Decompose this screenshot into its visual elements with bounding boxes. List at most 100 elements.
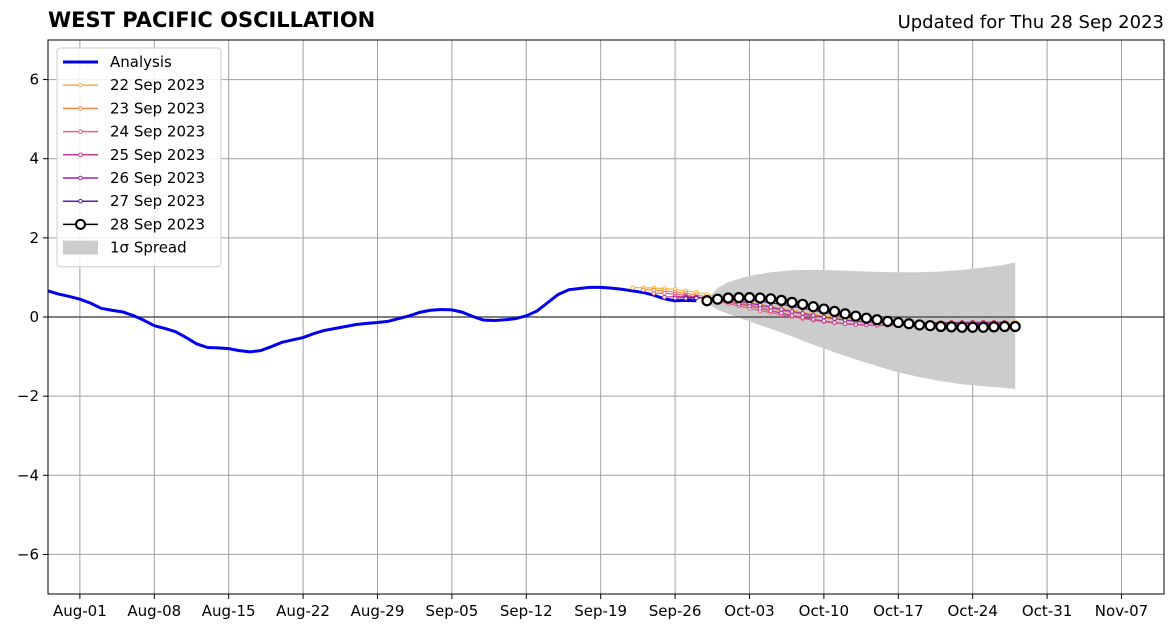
y-tick-label: 6	[29, 71, 39, 89]
forecast-point	[694, 295, 699, 301]
legend-item: 27 Sep 2023	[63, 192, 205, 210]
forecast-point	[711, 293, 724, 305]
legend-item: 22 Sep 2023	[63, 76, 205, 94]
legend: Analysis 22 Sep 2023 23 Sep 2023 24 Sep 202…	[56, 47, 222, 268]
forecast-point	[821, 314, 827, 320]
forecast-point	[640, 287, 646, 292]
legend-label: 26 Sep 2023	[110, 169, 205, 187]
x-tick-label: Aug-15	[202, 602, 256, 620]
forecast-point	[722, 292, 734, 304]
forecast-point	[935, 320, 947, 333]
x-tick-label: Nov-07	[1095, 602, 1148, 620]
x-tick-label: Aug-29	[351, 602, 405, 620]
legend-marker	[78, 82, 83, 88]
forecast-point	[779, 310, 784, 316]
x-tick-label: Sep-12	[500, 602, 553, 620]
legend-label: 23 Sep 2023	[110, 99, 205, 117]
legend-item: 25 Sep 2023	[63, 146, 205, 164]
forecast-point	[630, 285, 635, 291]
forecast-point	[683, 296, 689, 301]
legend-marker	[75, 218, 86, 230]
chart-title: WEST PACIFIC OSCILLATION	[48, 8, 376, 32]
legend-item: Analysis	[63, 53, 172, 71]
forecast-point	[1009, 320, 1021, 333]
forecast-point	[733, 292, 745, 304]
forecast-point	[832, 320, 837, 325]
forecast-point	[800, 311, 805, 316]
forecast-point	[956, 321, 968, 333]
forecast-point	[882, 315, 894, 327]
legend-box	[56, 47, 222, 268]
series-group	[47, 285, 1021, 354]
legend-item: 1σ Spread	[63, 239, 187, 257]
forecast-point	[967, 321, 979, 333]
forecast-point	[786, 296, 798, 308]
x-tick-label: Sep-19	[574, 602, 627, 620]
forecast-point	[701, 295, 713, 307]
forecast-point	[779, 307, 784, 312]
y-tick-label: −4	[17, 466, 39, 484]
forecast-point	[977, 321, 989, 333]
forecast-point	[810, 317, 816, 322]
legend-marker	[78, 198, 83, 204]
forecast-point	[651, 290, 657, 296]
legend-item: 24 Sep 2023	[63, 123, 205, 141]
forecast-point	[789, 309, 795, 314]
forecast-point	[988, 321, 1000, 333]
forecast-point	[765, 293, 777, 305]
forecast-point	[757, 302, 763, 308]
forecast-point	[818, 303, 830, 315]
x-tick-label: Aug-22	[276, 602, 330, 620]
forecast-point	[662, 294, 667, 300]
legend-marker	[78, 129, 83, 134]
legend-label: 28 Sep 2023	[110, 215, 205, 233]
forecast-point	[768, 304, 774, 310]
y-tick-label: −6	[17, 545, 39, 563]
legend-item: 28 Sep 2023	[63, 215, 205, 233]
forecast-point	[839, 308, 851, 320]
legend-marker	[78, 152, 83, 158]
forecast-point	[672, 295, 678, 301]
x-tick-label: Oct-10	[799, 602, 849, 620]
forecast-point	[842, 321, 848, 327]
forecast-point	[810, 313, 816, 318]
x-tick-label: Oct-24	[947, 602, 997, 620]
y-axis: 6 4 2 0 −2 −4 −6	[17, 71, 48, 563]
y-tick-label: 2	[29, 229, 39, 247]
forecast-point	[945, 321, 958, 333]
x-tick-label: Sep-05	[425, 602, 478, 620]
spread-band	[706, 262, 1016, 390]
legend-swatch	[63, 240, 98, 255]
analysis-line	[47, 285, 697, 354]
forecast-point	[832, 316, 837, 321]
legend-label: 1σ Spread	[110, 239, 187, 257]
forecast-point	[768, 308, 774, 313]
legend-marker	[78, 175, 83, 181]
forecast-point	[998, 320, 1011, 333]
forecast-point	[913, 319, 926, 331]
forecast-point	[903, 318, 915, 330]
forecast-point	[800, 315, 805, 320]
forecast-point	[789, 313, 795, 318]
x-tick-label: Sep-26	[649, 602, 702, 620]
forecast-series-28-sep-2023	[701, 292, 1021, 333]
y-tick-label: 0	[29, 308, 39, 326]
forecast-point	[828, 305, 841, 318]
x-tick-label: Oct-03	[724, 602, 774, 620]
legend-label: 25 Sep 2023	[110, 146, 205, 164]
legend-label: Analysis	[110, 53, 172, 71]
legend-label: 27 Sep 2023	[110, 192, 205, 210]
legend-item: 23 Sep 2023	[63, 99, 205, 117]
forecast-point	[797, 298, 809, 310]
spread-area	[706, 262, 1016, 390]
forecast-point	[775, 294, 787, 306]
forecast-point	[662, 290, 667, 296]
x-axis: Aug-01 Aug-08 Aug-15 Aug-22 Aug-29 Sep-05 Sep-…	[53, 594, 1148, 620]
forecast-point	[807, 301, 819, 313]
legend-marker	[78, 106, 83, 111]
forecast-point	[892, 316, 904, 329]
x-tick-label: Aug-01	[53, 602, 107, 620]
x-tick-label: Oct-31	[1022, 602, 1072, 620]
y-tick-label: 4	[29, 150, 39, 168]
